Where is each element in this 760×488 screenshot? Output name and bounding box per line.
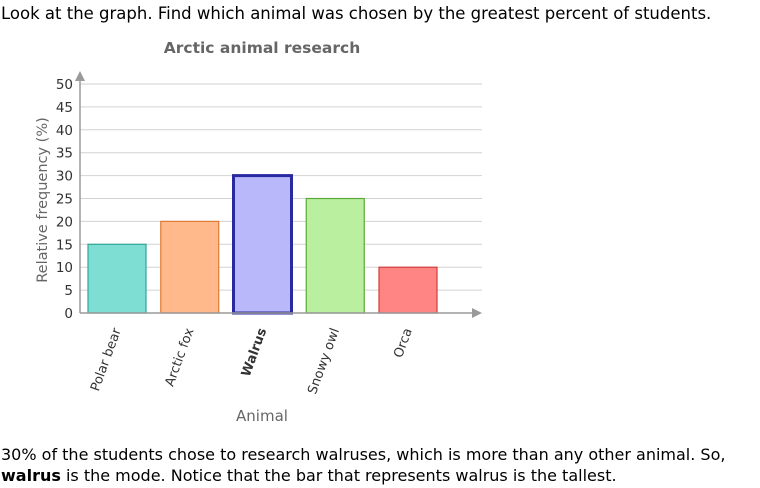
x-axis-arrow <box>472 308 482 318</box>
y-tick-label: 5 <box>64 283 73 299</box>
y-tick-label: 50 <box>56 77 73 93</box>
explanation: 30% of the students chose to research wa… <box>1 444 751 486</box>
x-tick-label: Orca <box>391 326 415 360</box>
bar-snowy-owl <box>305 197 365 314</box>
x-tick-label: Polar bear <box>88 326 125 394</box>
y-tick-label: 25 <box>56 192 73 208</box>
y-tick-label: 15 <box>56 237 73 253</box>
x-tick-label: Snowy owl <box>305 326 343 396</box>
question-text: Look at the graph. Find which animal was… <box>1 4 712 23</box>
y-tick-labels: 0 5 10 15 20 25 30 35 40 45 50 <box>56 77 73 322</box>
bar-chart: Arctic animal research 0 5 10 15 20 25 30 35 40 4… <box>35 39 482 425</box>
explanation-bold: walrus <box>1 466 61 485</box>
bar-polar-bear <box>87 243 147 314</box>
y-axis-label: Relative frequency (%) <box>35 117 51 283</box>
x-tick-labels: Polar bear Arctic fox Walrus Snowy owl Orca <box>88 326 416 397</box>
bar-arctic-fox <box>160 220 220 314</box>
chart-title: Arctic animal research <box>164 39 360 57</box>
bars <box>87 174 438 315</box>
y-tick-label: 30 <box>56 169 73 185</box>
x-axis-label: Animal <box>236 407 288 425</box>
y-tick-label: 45 <box>56 100 73 116</box>
y-tick-label: 0 <box>64 306 73 322</box>
bar-orca <box>378 266 438 314</box>
y-tick-label: 40 <box>56 123 73 139</box>
y-axis-arrow <box>75 71 85 81</box>
explanation-line2: is the mode. Notice that the bar that re… <box>60 466 617 485</box>
bar-walrus <box>232 174 293 315</box>
explanation-line1: 30% of the students chose to research wa… <box>1 445 726 464</box>
x-tick-label: Arctic fox <box>163 326 198 389</box>
y-tick-label: 20 <box>56 214 73 230</box>
y-tick-label: 10 <box>56 260 73 276</box>
y-tick-label: 35 <box>56 146 73 162</box>
x-tick-label: Walrus <box>239 326 270 379</box>
